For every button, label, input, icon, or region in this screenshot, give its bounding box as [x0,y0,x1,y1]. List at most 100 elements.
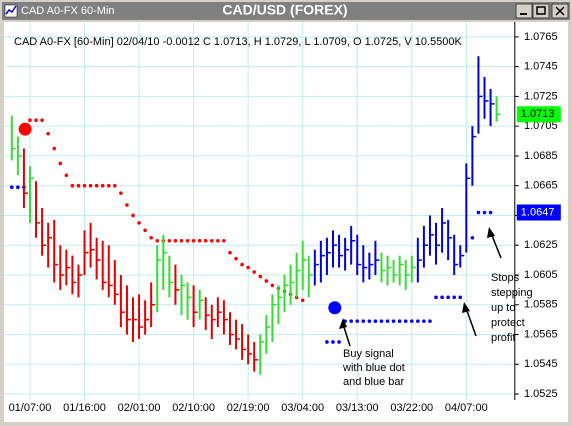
chart-area [4,22,568,422]
stop-dot [355,319,360,323]
window-icon-graph [5,5,17,15]
annotation-arrowhead [487,227,495,238]
x-tick-label: 01/16:00 [63,402,106,414]
stop-dot [240,262,244,267]
price-label-box [516,204,561,221]
stop-dot [34,118,38,123]
price-label-box [516,106,561,123]
price-bar [180,274,186,316]
stop-dot [397,319,402,323]
stop-dot [409,319,414,323]
price-bar [459,245,465,268]
price-bar [392,260,398,283]
x-tick-label: 03/04:00 [281,402,324,414]
annotation: and blue bar [343,376,404,388]
price-bar [368,252,374,280]
chart-subtitle: CAD A0-FX [60-Min] 02/04/10 -0.0012 C 1.… [14,36,462,48]
stop-dot [100,183,105,188]
y-tick-label: 1.0765 [524,31,558,43]
stop-dot [361,319,366,323]
price-bar [410,255,416,283]
stop-dot [209,238,214,243]
y-tick-label: 1.0585 [524,299,558,311]
stop-dot [70,183,75,188]
price-bar [374,240,380,275]
stop-dot [203,238,208,243]
price-bar [210,304,216,339]
price-bar [89,222,95,268]
price-bar [301,240,307,290]
annotation-arrowhead [462,302,470,313]
price-bar [162,234,168,290]
title-bar [2,2,570,20]
stop-dot [488,210,493,215]
stop-dot [149,235,153,240]
stop-dot [137,221,141,225]
price-bar [428,215,434,256]
y-tick-label: 1.0545 [524,358,558,370]
stop-dot [40,118,44,123]
stop-dot [482,210,487,215]
price-bar [259,334,265,375]
price-bar [362,245,368,283]
close-icon [555,6,565,16]
price-bar [477,56,483,134]
stop-dot [416,319,420,323]
price-bar [416,237,422,283]
price-bar [222,300,228,335]
price-bar [241,324,247,360]
price-bar [295,252,301,298]
y-tick-label: 1.0565 [524,328,558,340]
price-bar [228,312,234,345]
annotation-arrowhead [339,318,347,329]
window-caption: CAD A0-FX 60-Min [21,5,115,17]
price-bar [253,341,259,372]
stop-dot [113,183,117,188]
y-tick-label: 1.0745 [524,61,558,73]
stop-dot [379,319,384,323]
price-bar [465,163,471,253]
price-bar [10,115,16,161]
price-bar [186,282,192,320]
signal-dot [328,301,342,315]
stop-dot [46,131,50,136]
price-bar [271,294,277,342]
y-tick-label: 1.0665 [524,180,558,192]
stop-dot [446,295,450,300]
stop-dot [222,238,226,243]
price-bar [380,252,386,283]
x-tick-label: 02/01:00 [118,402,161,414]
minimize-button[interactable] [515,3,533,19]
price-bar [174,264,180,305]
x-tick-label: 03/13:00 [336,402,379,414]
price-bar [113,260,119,305]
maximize-button[interactable] [532,3,550,19]
y-tick-label: 1.0625 [524,239,558,251]
stop-dot [88,183,93,188]
price-bar [483,77,489,119]
stop-dot [385,319,390,323]
stop-dot [270,283,275,288]
price-bar [59,245,65,290]
price-bar [132,297,138,342]
price-bar [289,264,295,305]
stop-dot [234,256,238,261]
price-bar [453,234,459,275]
stop-dot [403,319,408,323]
stop-dot [82,183,87,188]
stop-dot [452,295,456,300]
price-bar [307,255,313,298]
price-bar [138,294,144,339]
y-tick-label: 1.0525 [524,388,558,400]
stop-dot [300,298,305,303]
stop-dot [94,183,99,188]
price-bar [356,234,362,275]
price-bar [22,148,28,209]
stop-dot [191,238,196,243]
y-tick-label: 1.0705 [524,120,558,132]
stop-dot [258,274,263,279]
price-bar [204,297,210,331]
price-bar [344,237,350,271]
stop-dot [428,319,432,323]
stop-dot [349,319,353,323]
